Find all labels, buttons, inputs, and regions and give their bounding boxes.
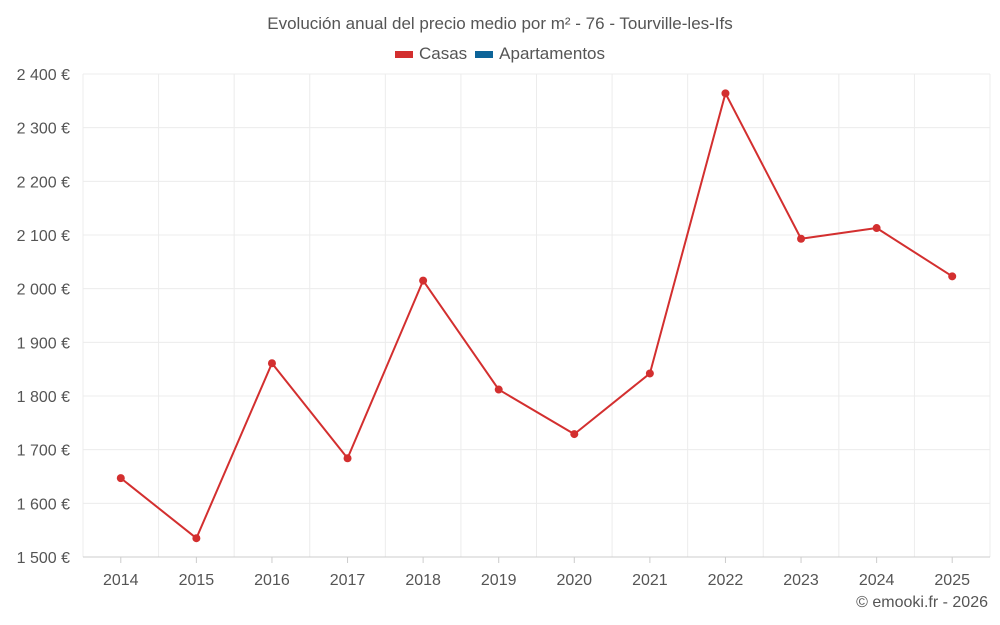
x-tick-label: 2016 (254, 572, 290, 589)
data-point (192, 534, 201, 543)
legend-label-apartamentos: Apartamentos (499, 44, 606, 63)
chart-title: Evolución anual del precio medio por m² … (267, 14, 733, 33)
data-point (645, 369, 654, 378)
x-tick-label: 2020 (556, 572, 592, 589)
x-tick-label: 2019 (481, 572, 517, 589)
x-tick-label: 2015 (179, 572, 215, 589)
data-point (797, 234, 806, 243)
x-tick-label: 2023 (783, 572, 819, 589)
x-tick-label: 2014 (103, 572, 139, 589)
data-point (419, 276, 428, 285)
data-point (343, 454, 352, 463)
y-tick-label: 1 500 € (17, 550, 70, 567)
y-tick-label: 1 700 € (17, 443, 70, 460)
y-tick-label: 2 400 € (17, 67, 70, 84)
legend-item-apartamentos[interactable]: Apartamentos (475, 44, 605, 64)
legend-item-casas[interactable]: Casas (394, 44, 468, 64)
y-tick-label: 2 300 € (17, 121, 70, 138)
data-point (494, 385, 503, 394)
x-tick-label: 2024 (859, 572, 895, 589)
y-tick-label: 1 800 € (17, 389, 70, 406)
x-tick-label: 2017 (330, 572, 366, 589)
x-tick-label: 2022 (708, 572, 744, 589)
x-tick-label: 2021 (632, 572, 668, 589)
y-tick-label: 2 100 € (17, 228, 70, 245)
y-tick-label: 1 900 € (17, 335, 70, 352)
data-point (872, 224, 881, 233)
legend-label-casas: Casas (418, 44, 468, 63)
y-tick-label: 2 000 € (17, 282, 70, 299)
legend-swatch-casas (394, 50, 413, 58)
data-point (116, 474, 125, 483)
x-tick-label: 2025 (934, 572, 970, 589)
data-point (570, 430, 579, 439)
credit-text: © emooki.fr - 2026 (856, 594, 988, 611)
legend: Casas Apartamentos (0, 44, 1000, 64)
x-tick-label: 2018 (405, 572, 441, 589)
data-point (948, 272, 957, 281)
y-tick-label: 2 200 € (17, 174, 70, 191)
legend-swatch-apartamentos (475, 50, 494, 58)
data-point (267, 359, 276, 368)
y-tick-label: 1 600 € (17, 496, 70, 513)
series-line-casas (120, 92, 953, 540)
data-point (721, 89, 730, 98)
